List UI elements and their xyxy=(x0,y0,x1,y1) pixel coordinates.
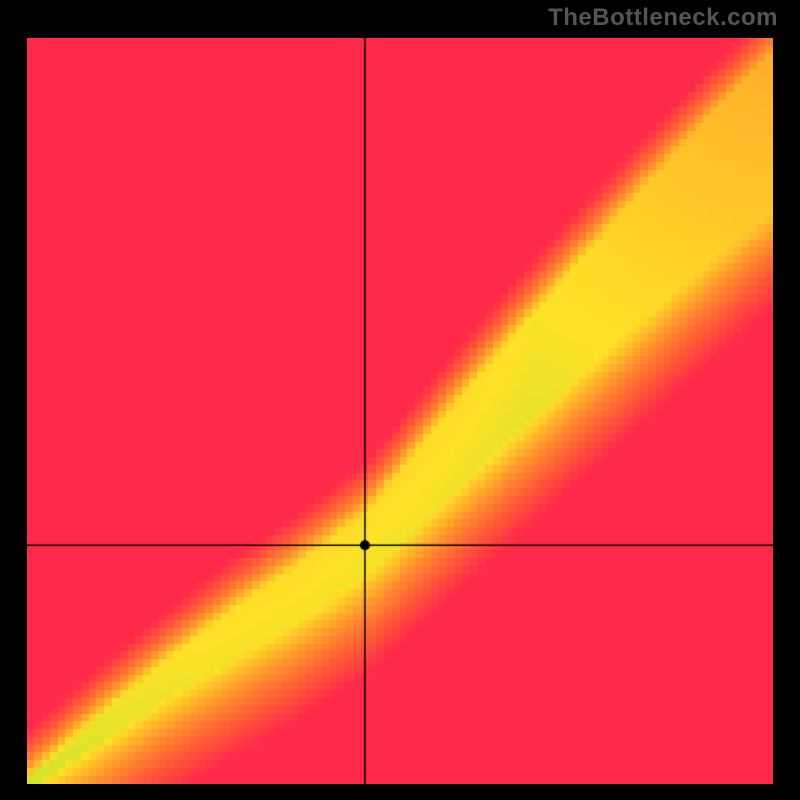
bottleneck-heatmap xyxy=(27,38,773,784)
chart-container: { "watermark": { "text": "TheBottleneck.… xyxy=(0,0,800,800)
watermark-text: TheBottleneck.com xyxy=(548,4,778,32)
